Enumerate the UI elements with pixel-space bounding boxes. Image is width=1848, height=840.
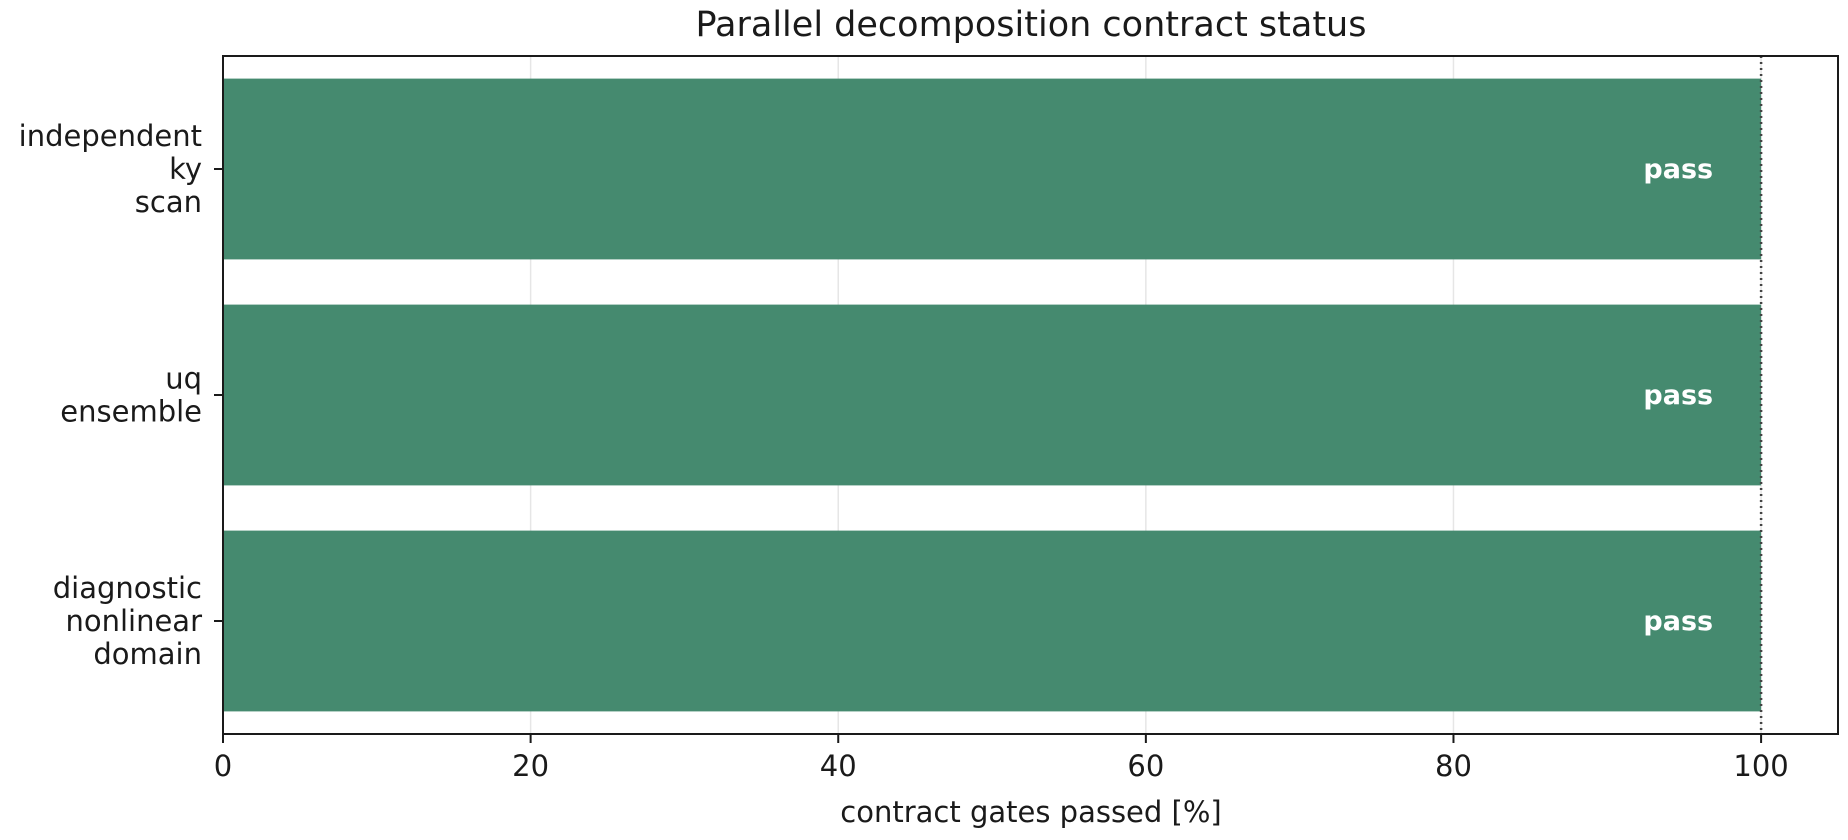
bar-value-label: pass [1643, 606, 1713, 637]
bar [223, 78, 1762, 260]
y-tick-label: domain [93, 637, 202, 671]
x-tick-label: 40 [820, 749, 857, 783]
x-tick-label: 60 [1127, 749, 1164, 783]
y-tick-label: nonlinear [65, 604, 202, 638]
y-tick-label: scan [135, 185, 202, 219]
y-tick-label: ky [169, 152, 202, 186]
x-tick-label: 100 [1733, 749, 1788, 783]
bar [223, 530, 1762, 712]
x-axis-label: contract gates passed [%] [840, 795, 1221, 829]
y-tick-label: diagnostic [53, 571, 202, 605]
x-tick-label: 0 [214, 749, 232, 783]
y-tick-label: independent [19, 119, 202, 153]
bar-value-label: pass [1643, 380, 1713, 411]
y-tick-label: uq [165, 362, 202, 396]
plot-frame [222, 55, 1839, 735]
chart-title: Parallel decomposition contract status [696, 5, 1367, 45]
bar-value-label: pass [1643, 154, 1713, 185]
y-tick-label: ensemble [60, 395, 202, 429]
bar [223, 304, 1762, 486]
x-tick-label: 80 [1435, 749, 1472, 783]
x-tick-label: 20 [512, 749, 549, 783]
